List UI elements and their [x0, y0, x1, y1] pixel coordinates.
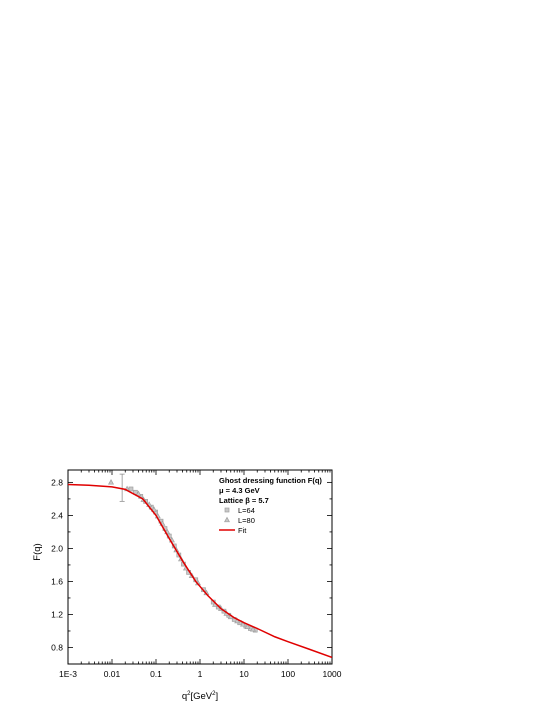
- y-tick-label: 2.4: [51, 510, 63, 520]
- x-axis-label-end: ]: [216, 691, 219, 702]
- legend-title-line: Lattice β = 5.7: [219, 496, 269, 505]
- legend-marker: [224, 507, 230, 513]
- legend-title-line: μ = 4.3 GeV: [219, 486, 260, 495]
- x-tick-label: 100: [281, 669, 295, 679]
- data-point-l80: [240, 621, 247, 627]
- legend-marker: [224, 516, 230, 523]
- x-axis-label-sup1: 2: [187, 691, 191, 697]
- y-tick-label: 0.8: [51, 642, 63, 652]
- axes: 1E-3 0.01 0.1 1 10 100 1000 0.8 1.2 1.6 2.0 2.4 2.8: [51, 469, 342, 679]
- x-tick-label: 1E-3: [59, 669, 77, 679]
- fit-line: [68, 483, 332, 659]
- y-tick-label: 2.0: [51, 543, 63, 553]
- legend-title-line: Ghost dressing function F(q): [219, 476, 322, 485]
- legend-entry-label: L=80: [238, 516, 255, 525]
- x-axis-label-sup2: 2: [212, 691, 216, 697]
- x-tick-label: 0.1: [150, 669, 162, 679]
- plot-frame: [67, 469, 333, 665]
- y-tick-label: 1.6: [51, 576, 63, 586]
- data-point-l80: [108, 479, 115, 485]
- legend-entry-label: Fit: [238, 526, 247, 535]
- legend: Ghost dressing function F(q)μ = 4.3 GeVL…: [219, 476, 322, 535]
- x-tick-label: 1000: [323, 669, 342, 679]
- y-axis-label: F(q): [32, 543, 43, 560]
- data-point-l80: [249, 625, 256, 632]
- x-tick-label: 1: [198, 669, 203, 679]
- x-tick-label: 0.01: [104, 669, 121, 679]
- legend-entry-label: L=64: [238, 506, 255, 515]
- x-axis-label-q: q: [182, 691, 187, 702]
- x-axis-label-unit: [GeV: [191, 691, 213, 702]
- x-axis-label: q2[GeV2]: [182, 691, 218, 702]
- y-tick-label: 2.8: [51, 477, 63, 487]
- x-tick-label: 10: [239, 669, 249, 679]
- data-layer: [68, 473, 332, 659]
- y-tick-label: 1.2: [51, 609, 63, 619]
- data-point-l80: [244, 623, 251, 630]
- data-point-l64: [128, 486, 134, 492]
